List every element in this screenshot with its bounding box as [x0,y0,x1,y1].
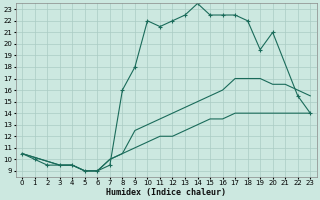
X-axis label: Humidex (Indice chaleur): Humidex (Indice chaleur) [106,188,226,197]
